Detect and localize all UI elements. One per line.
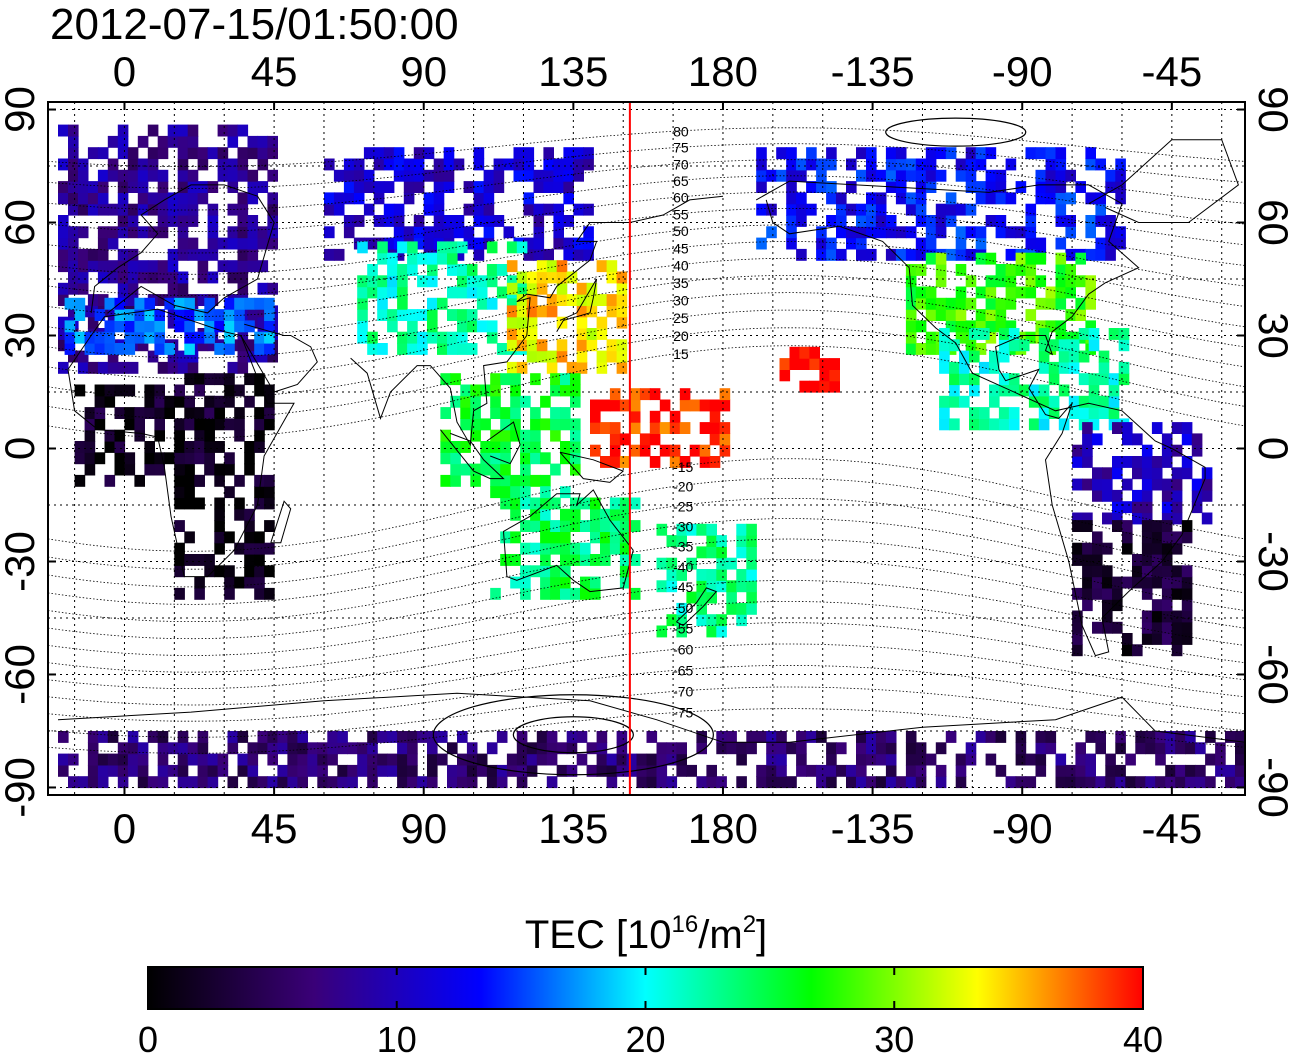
tec-region-japan-east-asia xyxy=(506,260,628,374)
lon-tick-label-bottom: 45 xyxy=(251,805,298,852)
coastline-segment xyxy=(676,587,718,627)
lon-tick-label-top: 90 xyxy=(400,48,447,95)
lat-tick-label-right: -60 xyxy=(1250,644,1292,705)
lon-tick-label-top: -90 xyxy=(992,48,1053,95)
lon-tick-label-top: -45 xyxy=(1141,48,1202,95)
tec-region-central-asia xyxy=(357,241,528,355)
lat-tick-label-left: 30 xyxy=(0,312,43,359)
lon-tick-label-top: 45 xyxy=(251,48,298,95)
contour-label: 50 xyxy=(673,223,689,239)
lon-tick-label-bottom: -90 xyxy=(992,805,1053,852)
coastline-segment xyxy=(755,180,1206,657)
contour-label: 60 xyxy=(673,190,689,206)
tec-region-siberia xyxy=(324,147,594,261)
contour-label: -30 xyxy=(673,518,693,534)
coastline-segment xyxy=(556,278,598,332)
map-plot-area: 8075706560555045403530252015-15-20-25-30… xyxy=(0,48,1292,852)
tec-region-new-zealand xyxy=(656,523,757,638)
lat-tick-label-right: -30 xyxy=(1250,531,1292,592)
contour-label: -40 xyxy=(673,559,693,575)
colorbar-label: TEC [1016/m2] xyxy=(525,911,767,957)
lat-tick-label-left: 0 xyxy=(0,437,43,460)
contour-label: -15 xyxy=(673,459,693,475)
map-grid xyxy=(48,102,1245,795)
lon-tick-label-top: 135 xyxy=(538,48,608,95)
lat-tick-label-right: -90 xyxy=(1250,757,1292,818)
lon-tick-label-bottom: -135 xyxy=(831,805,915,852)
contour-label: 35 xyxy=(673,275,689,291)
coastline-segment xyxy=(90,184,275,314)
coastlines xyxy=(57,139,1245,743)
lat-tick-label-left: -90 xyxy=(0,757,43,818)
contour-label: 55 xyxy=(673,206,689,222)
colorbar-ticks: 0 10 20 30 40 xyxy=(138,967,1163,1057)
lat-tick-label-left: 60 xyxy=(0,199,43,246)
lat-tick-label-right: 30 xyxy=(1250,312,1292,359)
coastline-segment xyxy=(270,500,292,544)
lat-tick-label-left: -60 xyxy=(0,644,43,705)
contour-label: 20 xyxy=(673,328,689,344)
contour-label: 75 xyxy=(673,140,689,156)
contour-label: 65 xyxy=(673,173,689,189)
contour-label: -45 xyxy=(673,579,693,595)
coastline-segment xyxy=(559,451,625,483)
contour-label: 70 xyxy=(673,156,689,172)
contour-label: -35 xyxy=(673,538,693,554)
lat-tick-label-left: -30 xyxy=(0,531,43,592)
lon-tick-label-top: -135 xyxy=(831,48,915,95)
colorbar-tick-label: 30 xyxy=(874,1019,914,1057)
coastline-segment xyxy=(67,308,295,578)
lon-tick-label-top: 180 xyxy=(688,48,758,95)
colorbar-tick-label: 0 xyxy=(138,1019,158,1057)
colorbar: TEC [1016/m2] 0 10 20 30 40 xyxy=(138,911,1163,1057)
lat-tick-label-right: 0 xyxy=(1250,437,1292,460)
contour-label: -55 xyxy=(673,621,693,637)
contour-label: -25 xyxy=(673,498,693,514)
contour-label: 15 xyxy=(673,346,689,362)
lon-tick-label-bottom: 0 xyxy=(113,805,136,852)
contour-label: 45 xyxy=(673,240,689,256)
lon-tick-label-bottom: 90 xyxy=(400,805,447,852)
contour-label: -75 xyxy=(673,705,693,721)
lon-tick-label-bottom: 180 xyxy=(688,805,758,852)
tec-region-south-america-south xyxy=(1072,520,1193,657)
tec-region-south-america-north xyxy=(1072,422,1213,525)
contour-label: 30 xyxy=(673,292,689,308)
contour-label: -65 xyxy=(673,662,693,678)
colorbar-tick-label: 10 xyxy=(377,1019,417,1057)
coastline-segment xyxy=(486,421,521,465)
tec-region-africa-west xyxy=(74,384,225,487)
colorbar-tick-label: 40 xyxy=(1123,1019,1163,1057)
contour-label: -50 xyxy=(673,600,693,616)
coastline-segment xyxy=(350,195,724,447)
lon-tick-label-top: 0 xyxy=(113,48,136,95)
colorbar-tick-label: 20 xyxy=(625,1019,665,1057)
contour-label: -60 xyxy=(673,641,693,657)
coastline-segment xyxy=(240,323,318,393)
axis-ticks: 0 0 45 45 90 90 135 135 180 180 -135 -135 -90 -90 -45 -… xyxy=(0,48,1292,852)
lon-tick-label-bottom: 135 xyxy=(538,805,608,852)
lat-tick-label-right: 60 xyxy=(1250,199,1292,246)
tec-region-hawaii xyxy=(779,346,840,393)
contour-label: 25 xyxy=(673,310,689,326)
tec-region-europe-mid-lat xyxy=(64,297,275,355)
lon-tick-label-bottom: -45 xyxy=(1141,805,1202,852)
tec-region-western-pacific xyxy=(590,388,731,468)
coastline-segment xyxy=(440,429,505,480)
contour-label: 40 xyxy=(673,257,689,273)
contour-label: -70 xyxy=(673,684,693,700)
tec-region-north-america-north xyxy=(756,147,1126,261)
lat-tick-label-left: 90 xyxy=(0,86,43,133)
lat-tick-label-right: 90 xyxy=(1250,86,1292,133)
tec-region-antarctica xyxy=(58,731,1245,789)
map-timestamp-title: 2012-07-15/01:50:00 xyxy=(50,0,459,49)
contour-label: -20 xyxy=(673,479,693,495)
coastline-segment xyxy=(502,489,634,593)
contour-label: 80 xyxy=(673,123,689,139)
